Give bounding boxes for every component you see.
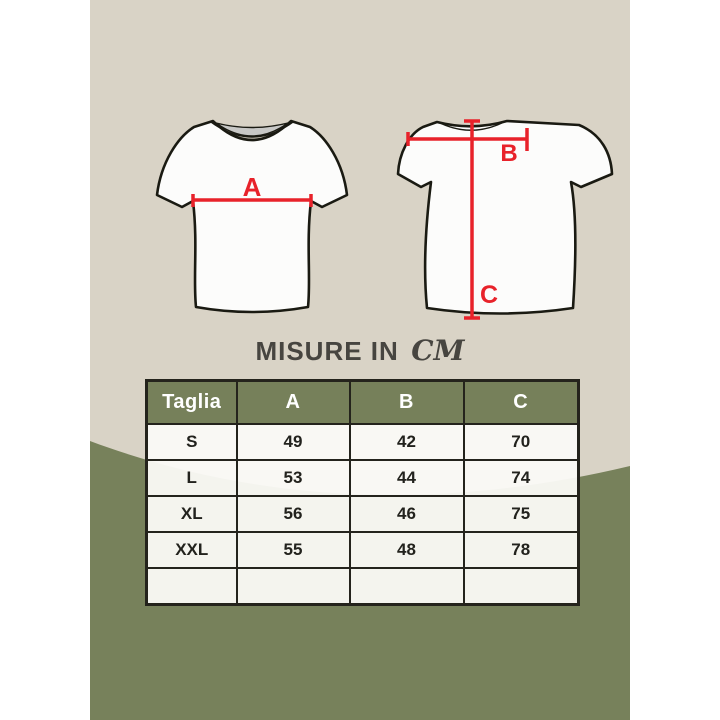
value-cell-c: 78 (462, 531, 580, 569)
tshirt-diagrams: A B C (155, 119, 614, 320)
label-c: C (480, 281, 498, 309)
header-c: C (462, 379, 580, 425)
value-cell-c: 74 (462, 459, 580, 497)
value-cell-b: 44 (348, 459, 465, 497)
page-title: MISURE IN CM (90, 334, 630, 367)
measurement-line-c (464, 119, 480, 320)
size-cell: L (145, 459, 238, 497)
title-unit: CM (411, 334, 465, 367)
table-row-xxl: XXL 55 48 78 (145, 531, 580, 569)
header-b: B (348, 379, 465, 425)
value-cell-a: 53 (235, 459, 351, 497)
content-area: A B C MISURE (90, 0, 630, 720)
size-cell: XL (145, 495, 238, 533)
measurement-line-b (406, 128, 529, 151)
value-cell-a: 49 (235, 423, 351, 461)
value-cell-a (235, 567, 351, 606)
header-taglia: Taglia (145, 379, 238, 425)
value-cell-b: 42 (348, 423, 465, 461)
title-text: MISURE IN (255, 336, 399, 366)
tshirt-front-illustration: A (155, 119, 349, 314)
label-a: A (243, 172, 262, 202)
tshirt-front-body (155, 119, 349, 314)
tshirt-front-collar-rib (210, 121, 294, 138)
table-row-s: S 49 42 70 (145, 423, 580, 461)
value-cell-b: 48 (348, 531, 465, 569)
table-row-xl: XL 56 46 75 (145, 495, 580, 533)
value-cell-c: 70 (462, 423, 580, 461)
header-a: A (235, 379, 351, 425)
header-row: Taglia A B C (145, 379, 580, 425)
tshirt-back-illustration: B C (396, 119, 614, 320)
value-cell-a: 56 (235, 495, 351, 533)
table-row-empty (145, 567, 580, 606)
size-table: Taglia A B C S 49 42 70 L 53 44 74 (145, 379, 580, 606)
size-cell (145, 567, 238, 606)
value-cell-b: 46 (348, 495, 465, 533)
label-b: B (500, 140, 517, 167)
tshirt-back-body (396, 119, 614, 315)
table-row-l: L 53 44 74 (145, 459, 580, 497)
tshirt-front-collar-inside (215, 122, 289, 137)
size-cell: XXL (145, 531, 238, 569)
value-cell-c: 75 (462, 495, 580, 533)
value-cell-b (348, 567, 465, 606)
size-table-header: Taglia A B C (145, 379, 580, 425)
value-cell-c (462, 567, 580, 606)
size-cell: S (145, 423, 238, 461)
measurement-line-a (191, 194, 313, 207)
value-cell-a: 55 (235, 531, 351, 569)
size-table-body: S 49 42 70 L 53 44 74 XL 56 46 75 (145, 423, 580, 606)
